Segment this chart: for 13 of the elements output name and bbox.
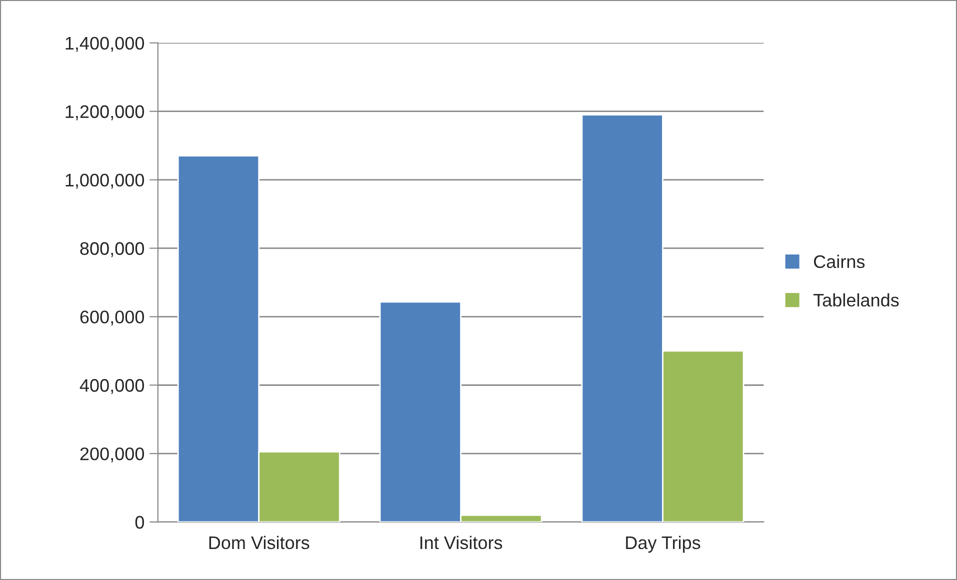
y-tick-label: 200,000 <box>80 447 144 462</box>
y-tick-label: 1,000,000 <box>66 174 144 189</box>
y-tick-label: 1,400,000 <box>66 36 144 52</box>
y-tick-label: 400,000 <box>80 379 144 394</box>
y-tick-label: 0 <box>135 516 144 529</box>
legend-label: Tablelands <box>813 293 899 307</box>
y-tick-label: 600,000 <box>80 310 144 326</box>
x-tick-label: Dom Visitors <box>209 536 310 550</box>
x-tick-label: Int Visitors <box>420 536 502 550</box>
legend-label: Cairns <box>814 254 865 268</box>
y-tick-label: 800,000 <box>80 242 144 258</box>
y-tick-label: 1,200,000 <box>66 105 144 120</box>
x-tick-label: Day Trips <box>626 536 700 553</box>
